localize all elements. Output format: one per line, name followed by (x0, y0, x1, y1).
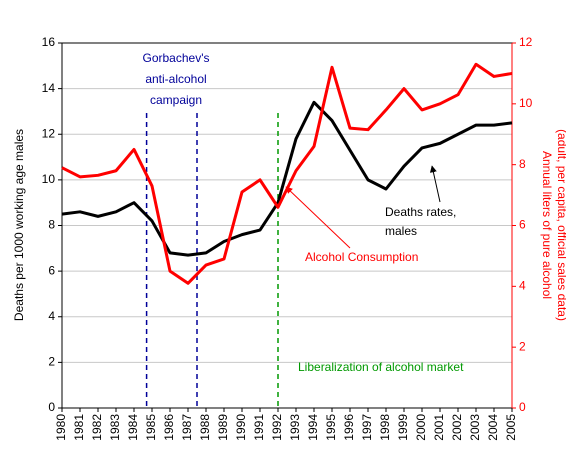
annotation: anti-alcohol (145, 72, 206, 86)
x-tick-label: 1999 (396, 414, 410, 441)
y2-axis-label: (adult, per capita, official sales data) (555, 129, 566, 321)
annotation: Gorbachev's (143, 51, 210, 65)
x-tick-label: 1980 (54, 414, 68, 441)
x-tick-label: 1995 (324, 414, 338, 441)
x-tick-label: 1986 (162, 414, 176, 441)
x-tick-label: 1994 (306, 414, 320, 441)
y-tick-label: 10 (42, 172, 56, 186)
x-tick-label: 1983 (108, 414, 122, 441)
x-tick-label: 1998 (378, 414, 392, 441)
x-tick-label: 1989 (216, 414, 230, 441)
y2-tick-label: 0 (519, 400, 526, 414)
x-tick-label: 1988 (198, 414, 212, 441)
y-tick-label: 8 (48, 218, 55, 232)
x-tick-label: 2001 (432, 414, 446, 441)
y2-tick-label: 4 (519, 279, 526, 293)
x-tick-label: 1982 (90, 414, 104, 441)
annotation: Liberalization of alcohol market (298, 360, 464, 374)
x-tick-label: 1987 (180, 414, 194, 441)
x-tick-label: 1991 (252, 414, 266, 441)
x-tick-label: 1985 (144, 414, 158, 441)
label-arrow (429, 165, 441, 203)
x-tick-label: 2005 (504, 414, 518, 441)
y2-tick-label: 8 (519, 157, 526, 171)
y2-tick-label: 12 (519, 35, 533, 49)
x-tick-label: 1981 (72, 414, 86, 441)
y-tick-label: 12 (42, 126, 56, 140)
y2-tick-label: 10 (519, 96, 533, 110)
x-tick-label: 2003 (468, 414, 482, 441)
y-tick-label: 4 (48, 309, 55, 323)
x-tick-label: 1990 (234, 414, 248, 441)
series-label: Alcohol Consumption (305, 250, 418, 264)
x-tick-label: 2000 (414, 414, 428, 441)
x-tick-label: 1984 (126, 414, 140, 441)
x-tick-label: 1993 (288, 414, 302, 441)
y-tick-label: 2 (48, 355, 55, 369)
y2-tick-label: 6 (519, 218, 526, 232)
annotation: campaign (150, 93, 202, 107)
y-tick-label: 14 (42, 81, 56, 95)
y2-tick-label: 2 (519, 339, 526, 353)
y-tick-label: 6 (48, 263, 55, 277)
y-axis-label: Deaths per 1000 working age males (12, 129, 26, 321)
x-tick-label: 2002 (450, 414, 464, 441)
x-tick-label: 1997 (360, 414, 374, 441)
series-line (61, 100, 513, 257)
y-tick-label: 0 (48, 400, 55, 414)
label-arrow (285, 186, 351, 249)
x-tick-label: 2004 (486, 414, 500, 441)
y2-axis-label: Annual liters of pure alcohol (540, 151, 554, 299)
y-tick-label: 16 (42, 35, 56, 49)
x-tick-label: 1992 (270, 414, 284, 441)
series-label: Deaths rates, (385, 205, 456, 219)
x-tick-label: 1996 (342, 414, 356, 441)
series-label: males (385, 224, 417, 238)
